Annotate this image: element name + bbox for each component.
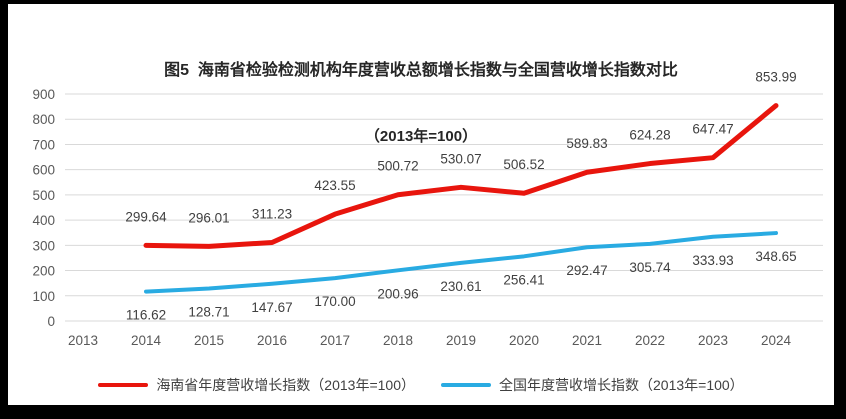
- data-label: 647.47: [692, 122, 733, 137]
- data-label: 348.65: [755, 249, 796, 264]
- x-axis-tick-label: 2021: [572, 333, 602, 348]
- data-label: 305.74: [629, 260, 671, 275]
- data-label: 256.41: [503, 272, 544, 287]
- x-axis-tick-label: 2019: [446, 333, 476, 348]
- x-axis-tick-label: 2014: [131, 333, 162, 348]
- data-label: 299.64: [125, 209, 167, 224]
- data-label: 423.55: [314, 178, 355, 193]
- data-label: 296.01: [188, 210, 229, 225]
- x-axis-tick-label: 2016: [257, 333, 287, 348]
- series-line-0: [143, 103, 779, 249]
- data-label: 624.28: [629, 128, 670, 143]
- data-label: 200.96: [377, 286, 418, 301]
- y-axis-tick-label: 200: [32, 264, 55, 279]
- data-label: 506.52: [503, 157, 544, 172]
- legend-swatch-national: [441, 383, 491, 387]
- legend-label-national: 全国年度营收增长指数（2013年=100）: [499, 377, 744, 393]
- legend-item-hainan: 海南省年度营收增长指数（2013年=100）: [98, 375, 415, 395]
- data-label: 230.61: [440, 279, 481, 294]
- y-axis-tick-label: 600: [32, 163, 55, 178]
- data-label: 147.67: [251, 300, 292, 315]
- chart-legend: 海南省年度营收增长指数（2013年=100） 全国年度营收增长指数（2013年=…: [8, 375, 834, 395]
- y-axis-tick-label: 500: [32, 188, 55, 203]
- chart-canvas: 图5 海南省检验检测机构年度营收总额增长指数与全国营收增长指数对比 （2013年…: [8, 4, 834, 405]
- x-axis-tick-label: 2015: [194, 333, 224, 348]
- y-axis-tick-label: 800: [32, 112, 55, 127]
- data-label: 311.23: [252, 207, 292, 222]
- legend-label-hainan: 海南省年度营收增长指数（2013年=100）: [156, 377, 415, 393]
- data-label: 128.71: [188, 305, 229, 320]
- x-axis-tick-label: 2023: [698, 333, 728, 348]
- x-axis-tick-label: 2022: [635, 333, 665, 348]
- series-line-1: [144, 231, 778, 294]
- chart-title: 图5 海南省检验检测机构年度营收总额增长指数与全国营收增长指数对比 （2013年…: [8, 16, 834, 192]
- data-label: 500.72: [377, 159, 418, 174]
- chart-title-line1: 图5 海南省检验检测机构年度营收总额增长指数与全国营收增长指数对比: [164, 62, 678, 79]
- x-axis-tick-label: 2018: [383, 333, 413, 348]
- data-label: 116.62: [126, 308, 166, 323]
- x-axis-tick-label: 2017: [320, 333, 350, 348]
- data-label: 292.47: [566, 263, 607, 278]
- y-axis-tick-label: 100: [32, 289, 55, 304]
- data-label: 170.00: [314, 294, 355, 309]
- x-axis-tick-label: 2013: [68, 333, 98, 348]
- y-axis-tick-label: 300: [32, 238, 55, 253]
- y-axis-tick-label: 900: [32, 87, 55, 102]
- data-label: 589.83: [566, 136, 607, 151]
- y-axis-tick-label: 0: [47, 314, 55, 329]
- data-label: 853.99: [755, 70, 796, 85]
- data-label: 333.93: [692, 253, 733, 268]
- data-label: 530.07: [440, 151, 481, 166]
- y-axis-tick-label: 700: [32, 137, 55, 152]
- y-axis-tick-label: 400: [32, 213, 55, 228]
- line-chart: 0 100 200 300 400 500 600 700 800 900 2013 2014 2015…: [32, 70, 823, 348]
- legend-swatch-hainan: [98, 383, 149, 387]
- x-axis-tick-label: 2020: [509, 333, 539, 348]
- chart-title-line2: （2013年=100）: [364, 128, 478, 145]
- x-axis-tick-label: 2024: [761, 333, 792, 348]
- legend-item-national: 全国年度营收增长指数（2013年=100）: [441, 375, 744, 395]
